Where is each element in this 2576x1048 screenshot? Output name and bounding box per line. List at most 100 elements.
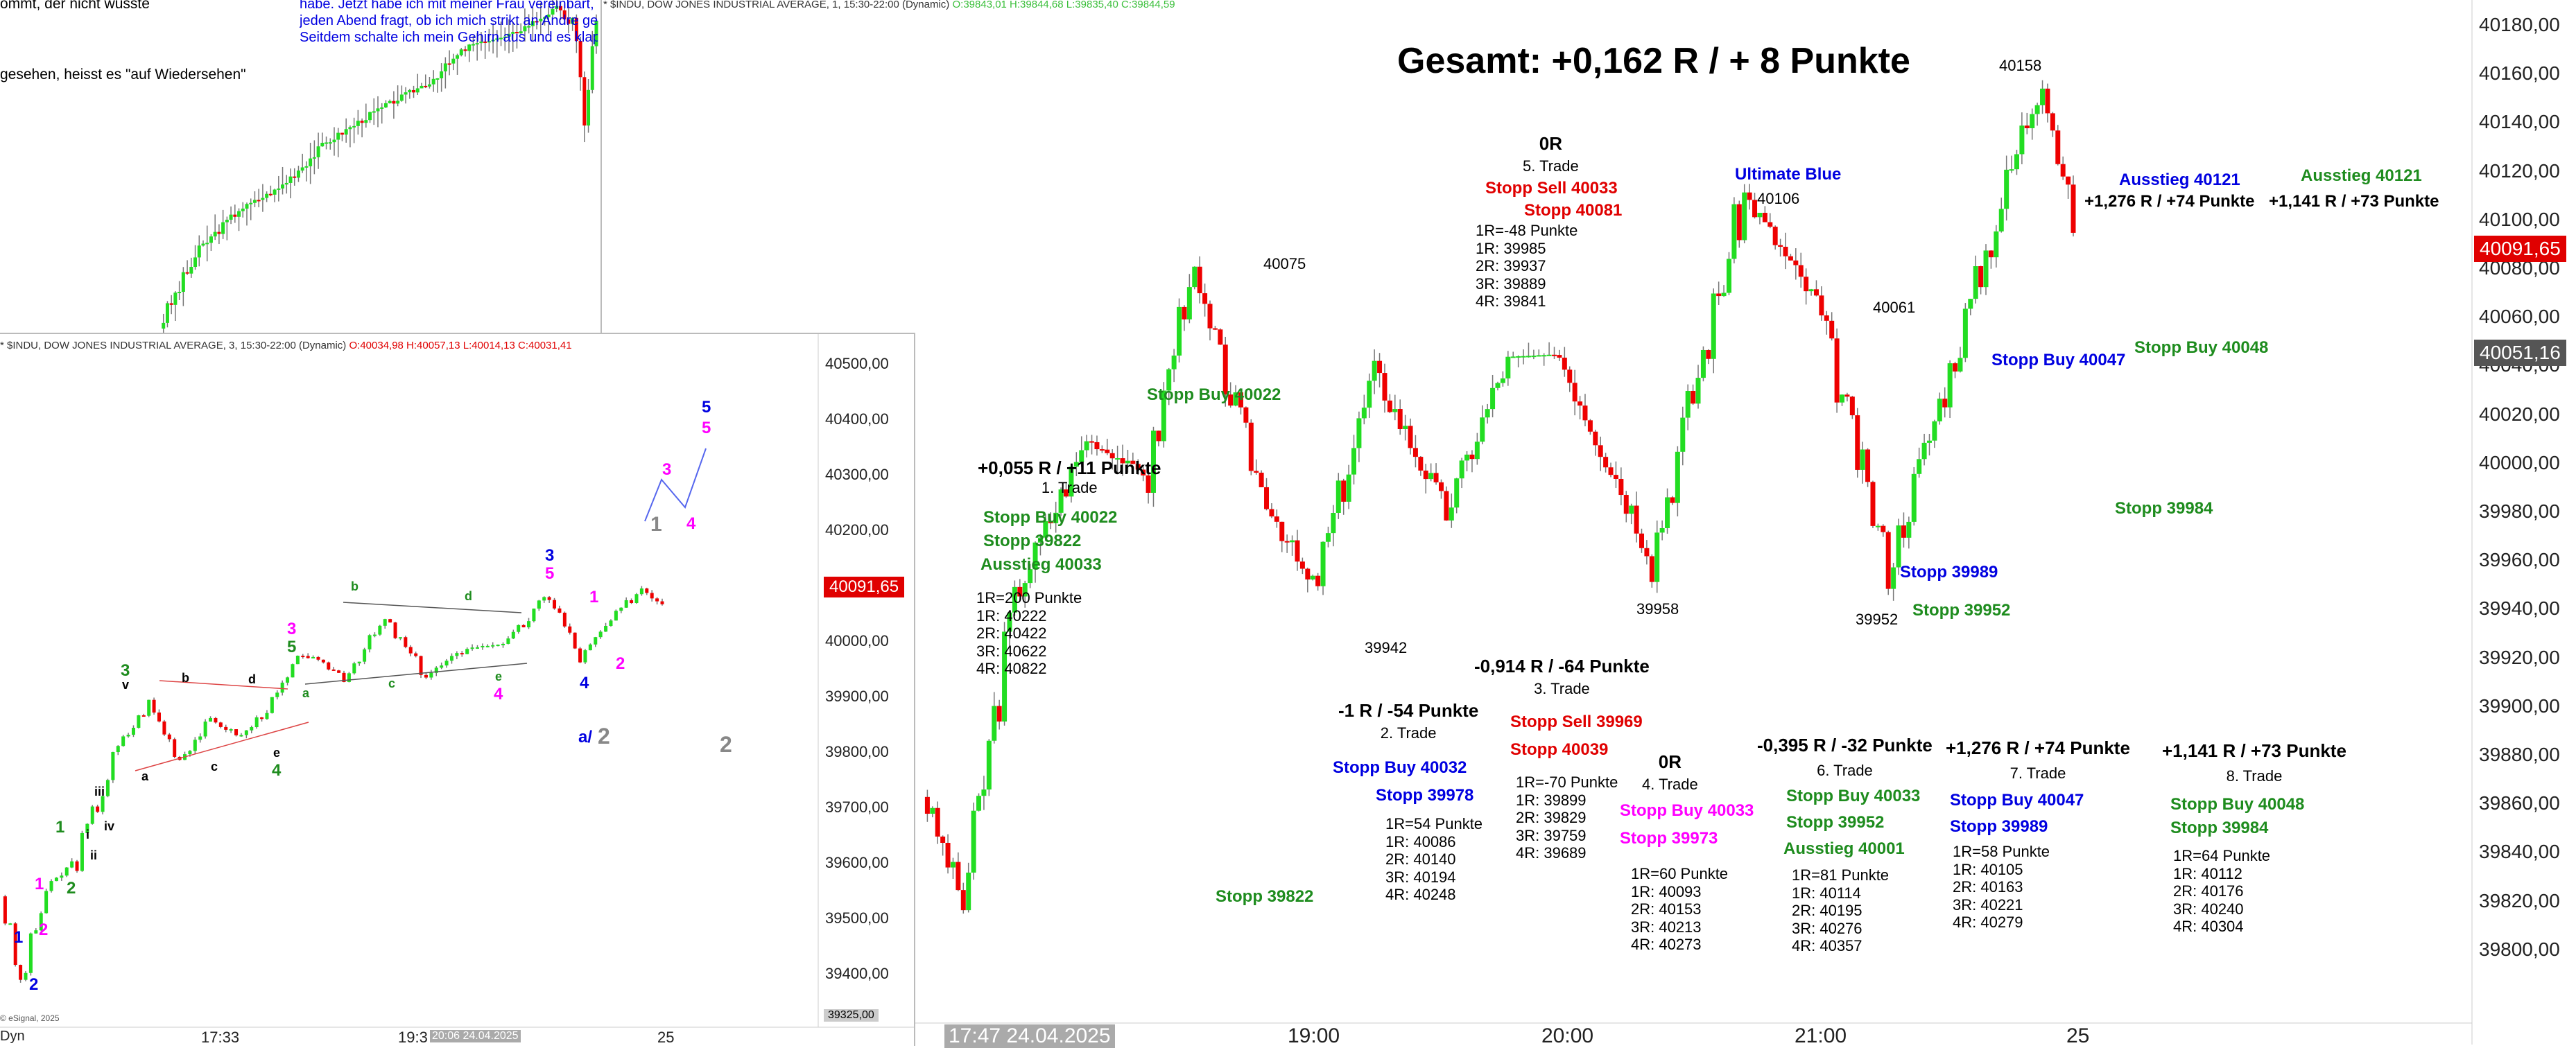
- main-candle: [1994, 231, 1999, 258]
- main-candle: [2060, 164, 2066, 177]
- main-candle: [960, 890, 966, 911]
- top-candle: [551, 8, 555, 15]
- main-candle: [930, 807, 935, 814]
- main-candle: [1222, 344, 1228, 395]
- main-candle: [1973, 266, 1978, 299]
- main-chart-ohlc: O:39843,01 H:39844,68 L:39835,40 C:39844…: [952, 0, 1175, 10]
- main-candle: [1269, 509, 1274, 517]
- bottom-price-tick-label: 39500,00: [825, 909, 889, 927]
- top-candle: [225, 220, 229, 222]
- bottom-candle: [496, 645, 500, 647]
- trendline: [135, 722, 309, 771]
- bottom-candle: [224, 726, 228, 730]
- top-candle: [320, 143, 325, 147]
- main-candle: [1079, 450, 1084, 462]
- bottom-candle: [449, 656, 453, 661]
- main-candle: [1331, 513, 1336, 534]
- top-candle: [383, 103, 388, 107]
- bottom-candle: [393, 622, 397, 638]
- top-candle: [237, 211, 241, 217]
- chart-title: Gesamt: +0,162 R / + 8 Punkte: [1397, 41, 1910, 81]
- bottom-candle: [229, 729, 233, 731]
- top-candle: [412, 89, 416, 93]
- bottom-candle: [13, 923, 17, 966]
- bottom-candle: [85, 823, 89, 833]
- bottom-candle: [121, 736, 126, 746]
- time-label-1900: 19:00: [1288, 1024, 1340, 1047]
- main-candle: [1135, 464, 1141, 470]
- top-candle: [479, 41, 483, 44]
- main-candle: [1613, 475, 1618, 480]
- price-tick-label: 39980,00: [2479, 500, 2560, 522]
- main-candle: [1335, 480, 1341, 514]
- top-candle: [511, 32, 515, 34]
- main-candle: [1084, 441, 1089, 451]
- main-candle: [1654, 532, 1660, 582]
- price-tick-label: 39900,00: [2479, 695, 2560, 717]
- main-candle: [1012, 586, 1017, 613]
- main-candle: [1546, 354, 1552, 356]
- main-candle: [1392, 409, 1398, 412]
- price-tick-label: 39940,00: [2479, 597, 2560, 620]
- bottom-candle: [444, 661, 449, 666]
- main-candle: [1608, 467, 1614, 475]
- bottom-inset-panel: * $INDU, DOW JONES INDUSTRIAL AVERAGE, 3…: [0, 333, 915, 1046]
- bottom-candle: [101, 796, 105, 812]
- main-candle: [1978, 266, 1984, 288]
- top-candle: [169, 303, 173, 305]
- main-candle: [1968, 299, 1973, 309]
- main-candle: [2009, 169, 2014, 171]
- main-candle: [1299, 561, 1305, 569]
- bottom-candle: [634, 594, 639, 604]
- main-candle: [956, 862, 961, 891]
- main-candle: [1824, 315, 1829, 321]
- main-candle: [1141, 469, 1146, 475]
- top-candle: [273, 189, 277, 195]
- top-candle: [309, 158, 313, 166]
- top-candle: [451, 58, 456, 64]
- main-candle: [1058, 489, 1064, 513]
- top-candle: [328, 142, 332, 144]
- main-candle: [1192, 266, 1198, 288]
- main-candle: [1840, 394, 1845, 403]
- main-candle: [1125, 460, 1130, 464]
- main-candle: [1726, 259, 1731, 293]
- top-candle: [205, 243, 209, 245]
- main-candle: [1490, 387, 1496, 410]
- main-candle: [1695, 378, 1701, 404]
- main-candle: [1896, 525, 1901, 568]
- bottom-candle: [19, 965, 23, 980]
- main-candle: [1408, 426, 1413, 448]
- bottom-candle: [44, 891, 49, 914]
- main-candle: [1582, 405, 1588, 421]
- main-candle: [1767, 222, 1773, 227]
- bottom-candle: [660, 601, 664, 604]
- bottom-candle: [562, 612, 567, 627]
- main-candle: [2014, 154, 2019, 170]
- main-candle: [1264, 487, 1270, 509]
- top-candle: [233, 214, 237, 217]
- main-candle: [1156, 430, 1161, 442]
- main-candle: [1315, 575, 1321, 586]
- top-candle: [519, 31, 523, 34]
- main-candle: [2040, 88, 2046, 105]
- top-candle: [316, 146, 320, 157]
- main-candle: [1525, 356, 1531, 358]
- bottom-candle: [250, 727, 254, 731]
- top-candle: [340, 132, 344, 135]
- bottom-candle: [234, 729, 239, 735]
- bottom-candle: [639, 588, 643, 595]
- bottom-candle: [147, 699, 151, 716]
- main-candle: [1130, 460, 1136, 464]
- bottom-candle: [624, 600, 628, 608]
- top-candle: [587, 89, 591, 126]
- bottom-candle: [162, 721, 166, 735]
- swing-label: 40061: [1873, 299, 1916, 316]
- main-candle: [2050, 113, 2055, 131]
- main-candle: [1150, 430, 1156, 493]
- main-candle: [971, 810, 976, 873]
- price-tick-label: 40160,00: [2479, 62, 2560, 85]
- trade-block: -0,395 R / -32 Punkte 6. Trade: [1757, 735, 1933, 779]
- top-candle: [165, 303, 169, 323]
